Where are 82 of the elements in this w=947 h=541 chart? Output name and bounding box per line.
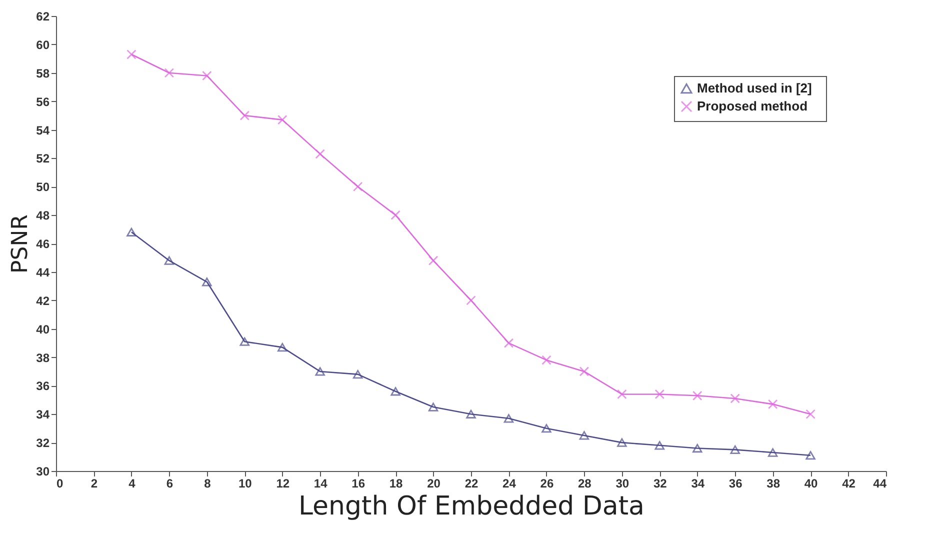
point <box>352 182 363 192</box>
point <box>542 424 552 433</box>
point <box>654 389 665 400</box>
point <box>730 394 740 404</box>
y-tick-label: 46 <box>36 237 50 251</box>
x-tick-label: 8 <box>204 476 212 490</box>
y-tick-label: 58 <box>36 66 50 80</box>
point <box>617 389 627 400</box>
point <box>806 451 816 460</box>
point <box>806 409 816 420</box>
y-tick-label: 42 <box>36 294 50 308</box>
point <box>692 390 702 401</box>
point <box>504 338 514 348</box>
x-tick-label: 18 <box>389 476 404 490</box>
point <box>164 256 174 265</box>
y-tick-label: 34 <box>36 408 50 422</box>
point <box>542 355 552 365</box>
x-tick-label: 34 <box>691 476 705 490</box>
y-tick-label: 40 <box>36 322 50 336</box>
x-tick-label: 28 <box>578 476 592 490</box>
point <box>730 445 740 454</box>
x-tick-label: 26 <box>540 476 554 490</box>
point <box>768 448 778 457</box>
y-tick-label: 48 <box>36 208 50 223</box>
point <box>126 50 136 60</box>
y-tick-label: 50 <box>36 180 50 194</box>
y-tick-label: 52 <box>36 152 50 166</box>
x-tick-label: 38 <box>766 476 780 490</box>
y-tick-label: 44 <box>36 265 50 280</box>
point <box>240 110 250 120</box>
point <box>617 438 627 447</box>
point <box>240 337 250 346</box>
x-tick-label: 40 <box>804 476 818 490</box>
point <box>504 414 514 423</box>
y-tick-label: 38 <box>36 350 50 365</box>
y-tick-label: 54 <box>36 123 50 138</box>
y-tick-label: 60 <box>36 38 50 52</box>
point <box>579 366 590 376</box>
y-tick-label: 36 <box>36 379 50 394</box>
point <box>466 295 476 306</box>
point <box>126 228 136 236</box>
point <box>315 367 325 376</box>
point <box>654 441 665 450</box>
y-axis-title: PSNR <box>8 214 34 274</box>
x-tick-label: 36 <box>728 476 743 490</box>
legend-label: Proposed method <box>697 98 808 114</box>
x-tick-label: 16 <box>352 476 366 490</box>
x-tick-label: 0 <box>56 476 64 490</box>
point <box>390 387 400 396</box>
legend-label: Method used in [2] <box>697 80 812 96</box>
point <box>202 278 212 286</box>
point <box>352 370 363 379</box>
point <box>277 342 288 352</box>
x-tick-label: 24 <box>502 476 516 490</box>
x-axis-title: Length Of Embedded Data <box>298 492 644 522</box>
x-tick-label: 20 <box>427 476 441 490</box>
x-tick-label: 6 <box>166 476 174 490</box>
point <box>428 256 438 266</box>
x-tick-label: 4 <box>128 476 136 490</box>
point <box>768 399 778 410</box>
point <box>277 114 288 125</box>
point <box>202 70 212 81</box>
point <box>579 431 590 440</box>
x-tick-label: 32 <box>653 476 668 490</box>
point <box>315 149 325 159</box>
x-tick-label: 10 <box>238 476 252 490</box>
point <box>466 410 476 418</box>
x-tick-label: 2 <box>90 476 98 490</box>
x-tick-label: 30 <box>616 476 630 490</box>
point <box>692 444 702 453</box>
x-tick-label: 14 <box>314 476 328 490</box>
point <box>390 210 400 220</box>
point <box>164 68 174 78</box>
y-tick-label: 62 <box>36 10 50 24</box>
x-tick-label: 12 <box>276 476 290 490</box>
point <box>428 402 438 412</box>
y-tick-label: 32 <box>36 436 50 450</box>
y-tick-label: 56 <box>36 94 50 109</box>
x-tick-label: 22 <box>464 476 478 490</box>
y-tick-label: 30 <box>36 464 50 478</box>
x-tick-label: 42 <box>842 476 856 490</box>
x-tick-label: 44 <box>873 476 887 490</box>
